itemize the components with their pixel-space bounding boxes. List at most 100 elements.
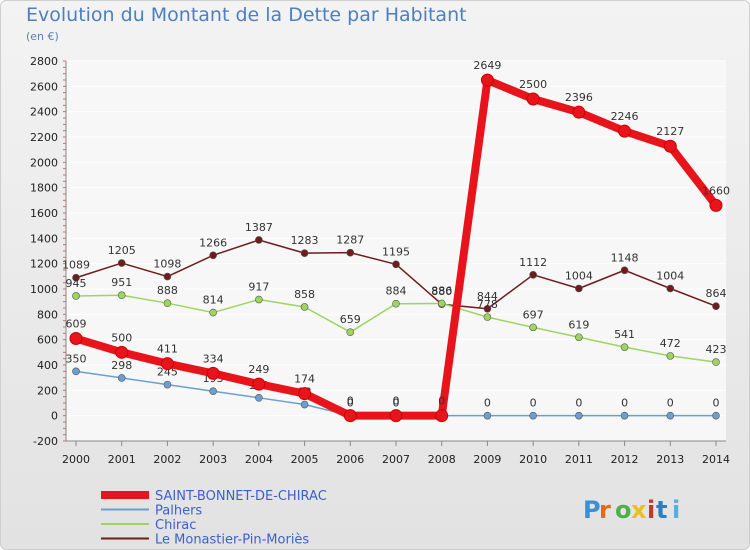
data-point (392, 299, 400, 308)
data-label: 659 (340, 313, 361, 326)
data-label: 1387 (245, 221, 273, 234)
y-tick-label: 2000 (30, 156, 58, 169)
data-label: 0 (713, 397, 720, 410)
data-point (69, 332, 83, 346)
data-point (298, 387, 312, 401)
x-tick-label: 2002 (153, 453, 181, 466)
data-label: 0 (393, 395, 400, 408)
x-tick-label: 2006 (336, 453, 364, 466)
data-label: 0 (575, 397, 582, 410)
data-point (255, 394, 263, 402)
x-tick-label: 2008 (428, 453, 456, 466)
data-label: 0 (530, 397, 537, 410)
data-label: 858 (294, 288, 315, 301)
data-point (117, 259, 126, 267)
data-label: 249 (248, 363, 269, 376)
data-point (712, 411, 720, 420)
data-label: 1287 (336, 234, 364, 247)
y-tick-label: 2200 (30, 131, 58, 144)
data-label: 619 (568, 318, 589, 331)
x-tick-label: 2003 (199, 453, 227, 466)
legend-label: Chirac (155, 518, 196, 533)
legend-label: SAINT-BONNET-DE-CHIRAC (155, 489, 327, 504)
data-point (163, 272, 172, 281)
proxiti-logo: Pr o x i t i (583, 496, 680, 524)
data-point (575, 411, 583, 420)
logo-letter: r (599, 496, 611, 524)
y-tick-label: 2400 (30, 106, 58, 119)
data-label: 0 (393, 397, 400, 410)
data-label: 2649 (473, 59, 501, 72)
data-label: 298 (111, 359, 132, 372)
y-tick-label: 1400 (30, 232, 58, 245)
y-tick-label: 1000 (30, 283, 58, 296)
data-point (483, 313, 492, 321)
data-label: 951 (111, 276, 132, 289)
data-point (163, 380, 172, 389)
x-tick-label: 2012 (611, 453, 639, 466)
y-tick-label: 800 (37, 308, 58, 321)
data-point (160, 357, 174, 371)
data-point (712, 302, 720, 311)
data-point (392, 260, 400, 269)
data-point (709, 198, 723, 212)
data-label: 814 (203, 294, 224, 307)
data-label: 945 (66, 277, 87, 290)
y-tick-label: 2600 (30, 80, 58, 93)
data-point (620, 266, 629, 275)
data-point (163, 299, 172, 307)
data-label: 0 (484, 397, 491, 410)
y-tick-label: 1200 (30, 258, 58, 271)
logo-letter: i (647, 496, 655, 524)
data-label: 1004 (565, 269, 593, 282)
data-point (72, 273, 80, 282)
y-tick-label: 200 (37, 384, 58, 397)
data-point (346, 328, 355, 336)
data-label: 472 (660, 337, 681, 350)
data-label: 0 (667, 397, 674, 410)
data-label: 0 (621, 397, 628, 410)
legend-label: Palhers (155, 504, 202, 519)
data-point (209, 387, 217, 396)
data-label: 778 (477, 298, 498, 311)
data-point (72, 367, 80, 376)
data-label: 423 (706, 343, 727, 356)
y-tick-label: 400 (37, 359, 58, 372)
data-label: 1112 (519, 256, 547, 269)
y-tick-label: 1600 (30, 207, 58, 220)
x-tick-label: 2011 (565, 453, 593, 466)
x-tick-label: 2001 (108, 453, 136, 466)
data-point (300, 400, 309, 409)
legend-label: Le Monastier-Pin-Moriès (155, 533, 309, 548)
data-label: 880 (431, 285, 452, 298)
data-point (389, 409, 403, 423)
data-point (666, 352, 675, 360)
data-point (346, 248, 355, 257)
data-label: 500 (111, 331, 132, 344)
data-point (572, 105, 586, 119)
data-label: 864 (706, 287, 727, 300)
x-tick-label: 2004 (245, 453, 273, 466)
data-point (529, 323, 537, 332)
data-label: 1089 (62, 259, 90, 272)
data-label: 884 (386, 285, 407, 298)
data-label: 1205 (108, 244, 136, 257)
data-label: 0 (438, 395, 445, 408)
data-point (618, 124, 632, 138)
logo-letter: t (656, 496, 667, 524)
x-tick-label: 2009 (473, 453, 501, 466)
x-tick-label: 2005 (291, 453, 319, 466)
x-tick-label: 2013 (656, 453, 684, 466)
data-label: 0 (347, 397, 354, 410)
data-label: 541 (614, 328, 635, 341)
data-point (117, 291, 126, 300)
chart-subtitle: (en €) (26, 30, 59, 43)
y-tick-label: 0 (51, 410, 58, 423)
data-label: 411 (157, 343, 178, 356)
y-tick-label: -200 (33, 435, 58, 448)
data-point (117, 374, 126, 382)
data-point (575, 284, 583, 293)
x-tick-label: 2014 (702, 453, 730, 466)
data-point (255, 295, 263, 304)
